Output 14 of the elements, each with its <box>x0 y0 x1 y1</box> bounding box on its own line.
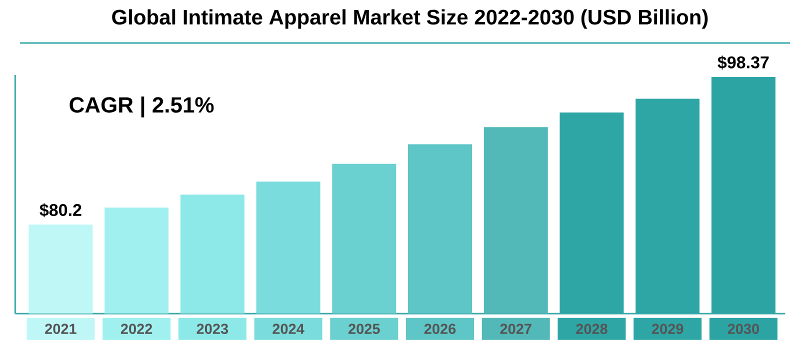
x-tick-label: 2027 <box>500 324 532 334</box>
x-tick-label: 2026 <box>424 324 456 334</box>
x-tick-label: 2028 <box>576 324 608 334</box>
data-label: $80.2 <box>40 203 82 218</box>
x-tick-label: 2023 <box>196 324 228 334</box>
annotation: CAGR | 2.51% <box>70 96 214 118</box>
data-label: $98.37 <box>718 56 769 70</box>
x-tick-label: 2022 <box>120 324 152 334</box>
x-tick-label: 2030 <box>728 324 759 334</box>
x-tick-label: 2024 <box>272 324 304 334</box>
chart-title: Global Intimate Apparel Market Size 2022-2030 (USD Billion) <box>112 9 708 29</box>
x-tick-label: 2025 <box>348 324 380 334</box>
x-tick-label: 2021 <box>45 324 76 334</box>
x-tick-label: 2029 <box>652 324 684 334</box>
